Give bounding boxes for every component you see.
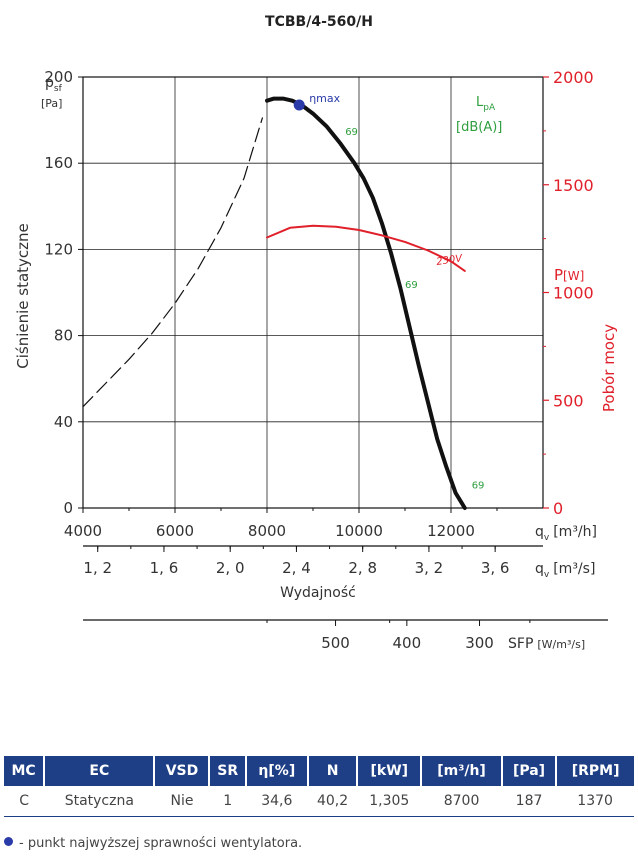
y-tick-label: 200 — [44, 68, 73, 86]
x2-tick-label: 2, 8 — [348, 559, 377, 577]
table-row: C Statyczna Nie 1 34,6 40,2 1,305 8700 187 1370 — [4, 786, 634, 817]
y-axis-symbol: psf — [45, 75, 63, 94]
x-axis-symbol: qv [m³/h] — [535, 524, 597, 543]
lpa-symbol: LpA — [476, 95, 496, 113]
chart-grid — [83, 76, 543, 508]
table-header-cell: SR — [208, 756, 246, 786]
spec-table: MC EC VSD SR η[%] N [kW] [m³/h] [Pa] [RPM] C Staty… — [4, 756, 634, 817]
x2-axis-label: Wydajność — [280, 585, 356, 601]
eta-max-marker-icon — [4, 837, 13, 846]
x3-tick-label: 300 — [465, 634, 494, 652]
table-cell: 1 — [209, 786, 246, 817]
x3-axis-label: SFP [W/m³/s] — [508, 636, 585, 652]
y-tick-label: 160 — [44, 154, 73, 172]
table-header-cell: η[%] — [244, 756, 308, 786]
y2-axis-label: Pobór mocy — [600, 324, 618, 412]
table-header-cell: [kW] — [356, 756, 422, 786]
annotations: ηmax 69 69 69 — [293, 92, 485, 492]
table-cell: 34,6 — [245, 786, 308, 817]
chart-title: TCBB/4-560/H — [265, 14, 373, 30]
table-header-row: MC EC VSD SR η[%] N [kW] [m³/h] [Pa] [RPM] — [4, 756, 634, 786]
footnote-text: - punkt najwyższej sprawności wentylator… — [19, 836, 303, 851]
lpa-value-label: 69 — [405, 280, 418, 291]
x2-axis-symbol: qv [m³/s] — [535, 561, 595, 580]
table-cell: C — [4, 786, 45, 817]
table-header-cell: MC — [4, 756, 45, 786]
footnote: - punkt najwyższej sprawności wentylator… — [4, 836, 302, 851]
table-cell: Statyczna — [44, 786, 155, 817]
x3-tick-label: 400 — [393, 634, 422, 652]
y-axis-unit: [Pa] — [41, 97, 62, 110]
x-tick-label: 6000 — [156, 522, 194, 540]
y2-axis-ticks: 0 500 1000 1500 2000 — [543, 68, 594, 518]
x2-tick-label: 2, 4 — [282, 559, 311, 577]
eta-max-label: ηmax — [309, 92, 340, 105]
x-tick-label: 10000 — [335, 522, 383, 540]
table-header-cell: [m³/h] — [420, 756, 502, 786]
y-tick-label: 80 — [54, 327, 73, 345]
x-tick-label: 8000 — [248, 522, 286, 540]
x-axis-ticks: 4000 6000 8000 10000 12000 — [64, 508, 498, 540]
y2-axis-symbol: P[W] — [554, 266, 584, 284]
table-cell: 187 — [501, 786, 557, 817]
table-cell: 8700 — [421, 786, 502, 817]
x2-tick-label: 2, 0 — [216, 559, 245, 577]
power-curve — [266, 224, 466, 272]
x2-tick-label: 1, 6 — [150, 559, 179, 577]
table-header-cell: [RPM] — [555, 756, 634, 786]
table-cell: Nie — [154, 786, 210, 817]
pressure-curve — [265, 96, 467, 510]
y2-tick-label: 0 — [553, 499, 563, 518]
table-cell: 40,2 — [307, 786, 358, 817]
table-header-cell: VSD — [153, 756, 210, 786]
x-tick-label: 4000 — [64, 522, 102, 540]
table-header-cell: N — [306, 756, 358, 786]
y-axis-label: Ciśnienie statyczne — [14, 223, 32, 369]
y-tick-label: 0 — [63, 499, 73, 517]
y-axis-ticks: 0 40 80 120 160 200 — [44, 68, 83, 517]
plot-frame — [82, 76, 544, 509]
x2-axis-ticks: 1, 2 1, 6 2, 0 2, 4 2, 8 3, 2 3, 6 — [83, 546, 509, 577]
curves: 230V — [82, 96, 467, 510]
power-curve-label: 230V — [436, 253, 464, 268]
table-header-cell: [Pa] — [500, 756, 557, 786]
y-tick-label: 120 — [44, 240, 73, 258]
x-tick-label: 12000 — [427, 522, 475, 540]
x2-tick-label: 3, 6 — [481, 559, 510, 577]
table-cell: 1370 — [556, 786, 634, 817]
lpa-value-label: 69 — [345, 127, 358, 138]
y2-tick-label: 1000 — [553, 284, 594, 303]
lpa-value-label: 69 — [472, 481, 485, 492]
x2-tick-label: 1, 2 — [83, 559, 112, 577]
table-cell: 1,305 — [357, 786, 422, 817]
x3-axis-ticks: 500 400 300 — [266, 620, 531, 652]
unstable-range — [82, 117, 263, 408]
y2-tick-label: 500 — [553, 391, 584, 410]
x2-tick-label: 3, 2 — [415, 559, 444, 577]
performance-chart: TCBB/4-560/H psf [Pa] Ciśnienie statyczn… — [14, 14, 618, 652]
eta-max-point — [293, 99, 305, 111]
x3-tick-label: 500 — [321, 634, 350, 652]
y-tick-label: 40 — [54, 413, 73, 431]
table-header-cell: EC — [43, 756, 155, 786]
y2-tick-label: 2000 — [553, 68, 594, 87]
y2-tick-label: 1500 — [553, 176, 594, 195]
lpa-unit: [dB(A)] — [456, 120, 502, 135]
